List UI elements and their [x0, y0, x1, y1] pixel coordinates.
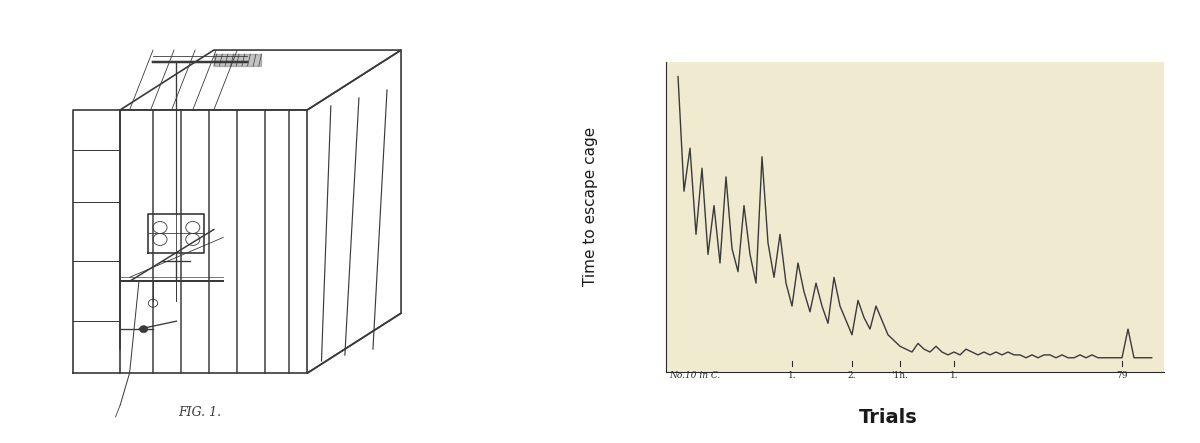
Text: 1.: 1.: [949, 371, 959, 380]
Text: No.10 in C.: No.10 in C.: [670, 371, 720, 380]
Text: 79: 79: [1116, 371, 1128, 380]
Circle shape: [139, 326, 148, 333]
Text: FIG. 1.: FIG. 1.: [179, 406, 221, 419]
Text: 1.: 1.: [787, 371, 797, 380]
Text: Trials: Trials: [859, 408, 917, 427]
Text: Time to escape cage: Time to escape cage: [583, 126, 598, 286]
Text: '1h.: '1h.: [892, 371, 908, 380]
Text: 2.: 2.: [847, 371, 857, 380]
